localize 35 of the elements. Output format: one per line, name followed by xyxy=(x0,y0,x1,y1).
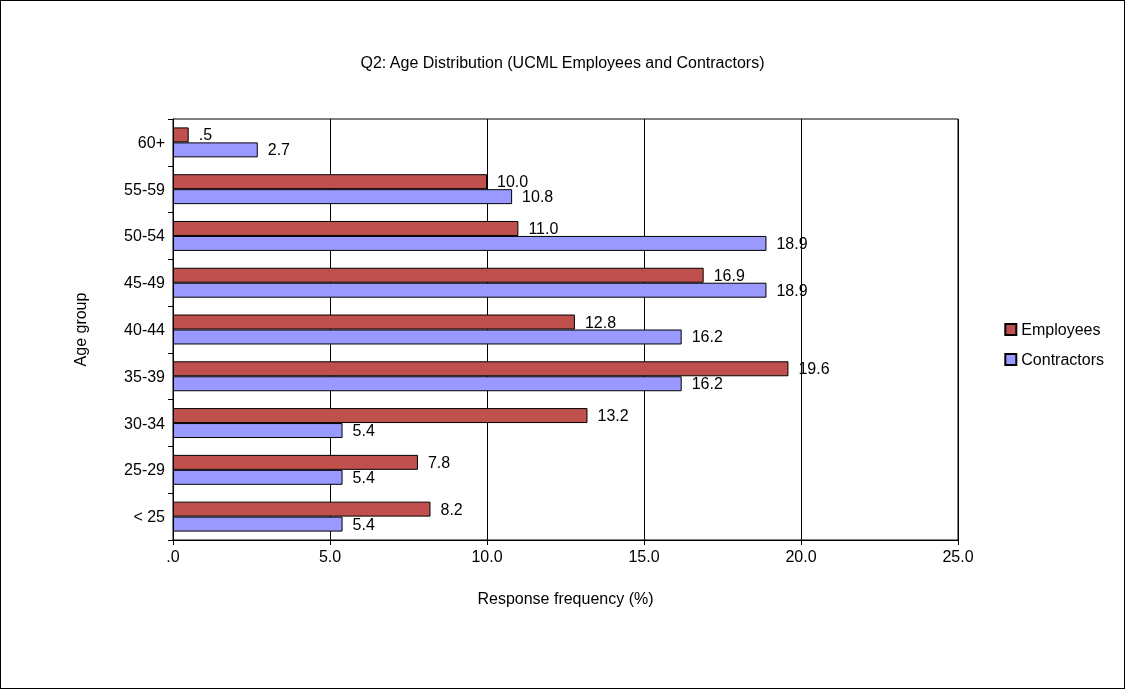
data-label: 5.4 xyxy=(352,515,375,533)
data-label: 7.8 xyxy=(427,453,451,471)
data-label: 16.2 xyxy=(691,328,723,346)
y-tick-label: 30-34 xyxy=(124,414,166,432)
chart-title: Q2: Age Distribution (UCML Employees and Contractors) xyxy=(360,53,765,71)
data-label: 10.0 xyxy=(497,173,529,191)
y-tick-label: 60+ xyxy=(137,133,165,151)
y-tick-label: 35-39 xyxy=(124,367,166,385)
y-tick-label: < 25 xyxy=(133,508,166,526)
data-label: 5.4 xyxy=(352,468,375,486)
data-label: 5.4 xyxy=(352,422,375,440)
y-tick-label: 45-49 xyxy=(124,274,166,292)
data-label: .5 xyxy=(198,126,213,144)
x-tick-label: 25.0 xyxy=(942,547,974,565)
y-tick-label: 25-29 xyxy=(124,461,166,479)
data-label: 16.9 xyxy=(713,266,745,284)
y-tick-label: 55-59 xyxy=(124,180,166,198)
legend-label: Employees xyxy=(1021,321,1101,338)
y-tick-label: 50-54 xyxy=(124,227,166,245)
x-tick-label: 15.0 xyxy=(628,547,660,565)
data-label: 13.2 xyxy=(597,407,629,425)
data-label: 12.8 xyxy=(584,313,617,331)
data-label: 16.2 xyxy=(691,375,723,393)
x-tick-label: 20.0 xyxy=(785,547,817,565)
data-label: 11.0 xyxy=(528,219,559,237)
y-tick-label: 40-44 xyxy=(124,321,166,338)
data-label: 2.7 xyxy=(267,141,291,159)
data-label: 10.8 xyxy=(522,188,554,206)
legend-label: Contractors xyxy=(1021,351,1105,368)
x-tick-label: .0 xyxy=(166,547,180,565)
x-axis-title: Response frequency (%) xyxy=(477,589,654,607)
y-axis-title: Age group xyxy=(71,292,89,367)
x-tick-label: 10.0 xyxy=(471,547,503,565)
data-label: 8.2 xyxy=(440,500,463,518)
x-tick-label: 5.0 xyxy=(318,547,342,565)
